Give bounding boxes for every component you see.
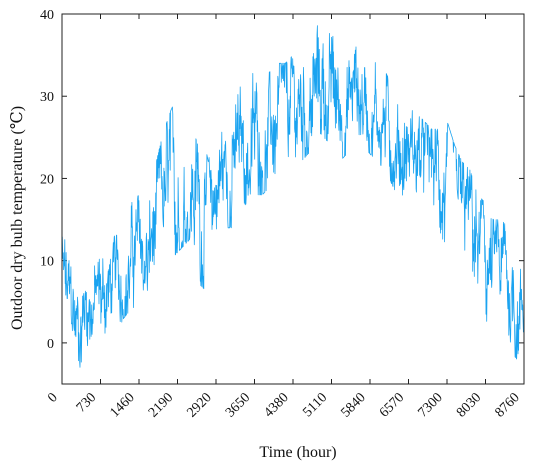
y-tick-label: 40: [40, 8, 54, 23]
y-tick-label: 10: [40, 255, 54, 270]
temperature-series-line: [61, 25, 525, 368]
x-tick-label: 7300: [415, 390, 445, 420]
x-axis-title: Time (hour): [259, 444, 336, 461]
y-tick-label: 20: [40, 172, 54, 187]
plot-frame: [61, 13, 525, 385]
x-tick-label: 0: [45, 390, 61, 406]
y-axis: 0 10 20 30 40: [40, 8, 524, 352]
y-axis-title: Outdoor dry bulb temperature (℃): [9, 106, 26, 330]
x-tick-label: 5110: [300, 390, 330, 420]
x-tick-label: 8760: [492, 390, 522, 420]
x-tick-label: 4380: [261, 390, 291, 420]
x-tick-label: 8030: [454, 390, 484, 420]
series-group: [61, 25, 525, 368]
x-tick-label: 3650: [223, 390, 253, 420]
x-tick-label: 6570: [377, 390, 407, 420]
x-tick-label: 2920: [184, 390, 214, 420]
y-tick-label: 0: [47, 337, 54, 352]
x-tick-label: 2190: [146, 390, 176, 420]
y-tick-label: 30: [40, 90, 54, 105]
x-tick-label: 5840: [338, 390, 368, 420]
x-tick-label: 1460: [107, 390, 137, 420]
x-tick-label: 730: [74, 390, 99, 415]
